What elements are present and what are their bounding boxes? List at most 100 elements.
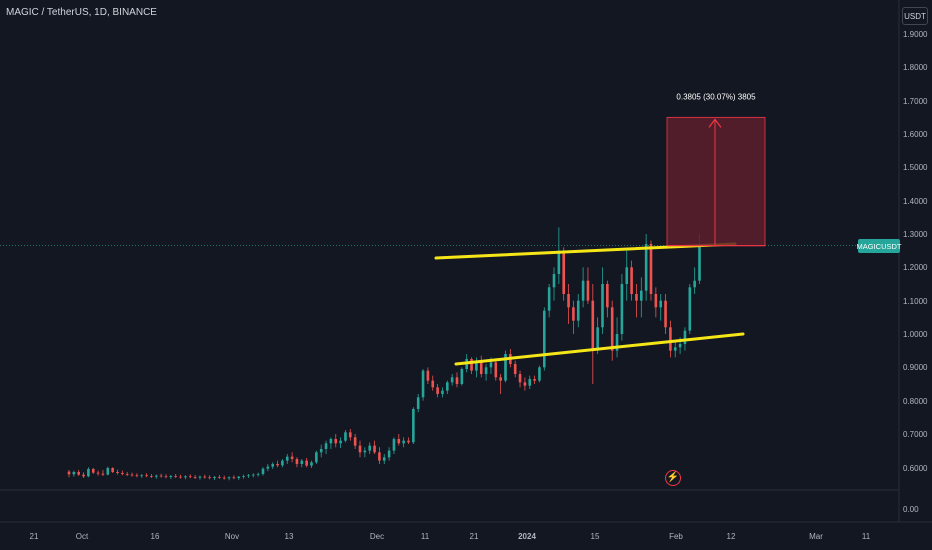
- candle: [101, 469, 105, 476]
- price-axis[interactable]: 1.9000 1.8000 1.7000 1.6000 1.5000 1.4000 1.30…: [898, 0, 928, 522]
- candle-body: [378, 452, 381, 461]
- candle-body: [392, 438, 396, 451]
- candle-body: [140, 475, 144, 477]
- candle-body: [591, 300, 595, 351]
- time-tick-label: 11: [862, 532, 871, 541]
- upper-trendline[interactable]: [434, 242, 737, 260]
- candle-body: [135, 475, 139, 477]
- candle-body: [344, 432, 347, 441]
- candle-body: [402, 440, 405, 444]
- projection-label: 0.3805 (30.07%) 3805: [676, 92, 756, 101]
- candle-body: [528, 378, 532, 386]
- candle: [334, 433, 338, 448]
- candle-body: [218, 476, 221, 478]
- currency-button[interactable]: USDT: [902, 7, 928, 25]
- candle: [77, 469, 80, 476]
- candle: [625, 250, 629, 301]
- candle-body: [649, 243, 653, 294]
- candle: [504, 350, 507, 383]
- candle: [382, 453, 386, 464]
- candle-body: [198, 476, 202, 478]
- candle: [494, 358, 498, 381]
- lower-trendline[interactable]: [454, 332, 745, 366]
- candle-body: [397, 438, 401, 444]
- time-tick-label: 21: [30, 532, 39, 541]
- time-tick-label: Dec: [370, 532, 384, 541]
- price-projection-box[interactable]: [666, 116, 766, 247]
- candle: [276, 460, 279, 468]
- candle: [353, 433, 357, 449]
- candle: [256, 472, 260, 477]
- candle-body: [252, 474, 255, 476]
- candle: [416, 393, 420, 413]
- candle-body: [640, 290, 643, 301]
- candle-body: [567, 293, 570, 308]
- candle: [533, 375, 536, 384]
- candle-body: [421, 370, 425, 398]
- candle-body: [91, 468, 95, 473]
- price-tick-label: 0.00: [903, 505, 919, 514]
- candle: [324, 440, 328, 454]
- candle: [538, 365, 541, 383]
- candle-body: [484, 367, 488, 374]
- candle: [266, 463, 270, 472]
- time-tick-label: Nov: [225, 532, 239, 541]
- candle-body: [523, 382, 527, 386]
- candle-body: [256, 473, 260, 475]
- candle-body: [193, 476, 197, 478]
- candle: [562, 247, 565, 301]
- last-price-symbol-label: MAGICUSDT: [857, 239, 902, 253]
- candle-body: [329, 438, 333, 444]
- candle-body: [499, 377, 502, 381]
- candles: [67, 227, 701, 481]
- candle-body: [77, 471, 80, 475]
- candle: [601, 267, 604, 334]
- candle-body: [664, 300, 667, 328]
- candle: [450, 373, 454, 386]
- candle: [397, 433, 401, 446]
- candle-body: [455, 377, 459, 384]
- candle-body: [441, 390, 444, 394]
- candle-body: [547, 287, 551, 311]
- candle-body: [538, 367, 541, 381]
- candle: [407, 437, 410, 444]
- candle-body: [247, 475, 250, 477]
- candle-body: [101, 473, 105, 475]
- candle: [441, 387, 444, 398]
- candle: [528, 375, 532, 389]
- candle: [693, 267, 696, 294]
- candle-body: [125, 473, 129, 475]
- candle-body: [227, 477, 231, 479]
- candle-body: [203, 476, 207, 478]
- lightning-bolt-icon[interactable]: ⚡: [665, 470, 681, 486]
- candle-body: [606, 283, 609, 308]
- candle-body: [446, 382, 449, 391]
- candle-body: [673, 347, 677, 351]
- candle-body: [635, 293, 638, 301]
- candle-body: [450, 377, 454, 383]
- candle-body: [150, 475, 153, 477]
- candle: [305, 457, 308, 468]
- candle: [431, 375, 435, 391]
- time-tick-label: Feb: [669, 532, 683, 541]
- candle: [513, 360, 517, 378]
- candle-body: [271, 463, 274, 467]
- price-tick-label: 1.6000: [903, 130, 928, 139]
- candle-body: [683, 330, 687, 344]
- candle-body: [630, 267, 633, 294]
- candle-body: [179, 476, 182, 478]
- candle: [232, 475, 236, 480]
- candle: [261, 467, 265, 476]
- price-tick-label: 1.1000: [903, 297, 928, 306]
- candle-body: [188, 476, 192, 478]
- time-axis[interactable]: 21 Oct 16 Nov 13 Dec 11 21 2024 15 Feb 12 Mar 11: [0, 521, 932, 541]
- candle: [673, 340, 677, 358]
- price-tick-label: 1.2000: [903, 263, 928, 272]
- candle-body: [416, 397, 420, 409]
- candle: [135, 473, 139, 478]
- candle-body: [285, 456, 289, 461]
- candle: [242, 474, 245, 479]
- grid: [0, 245, 899, 491]
- price-tick-label: 1.4000: [903, 197, 928, 206]
